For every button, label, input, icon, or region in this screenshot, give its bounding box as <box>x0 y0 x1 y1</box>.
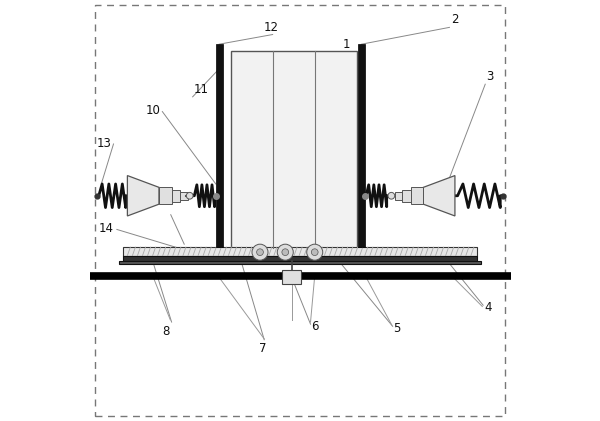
Circle shape <box>252 244 268 260</box>
Circle shape <box>388 192 395 199</box>
Text: 12: 12 <box>264 21 279 34</box>
Text: 10: 10 <box>145 104 160 117</box>
Bar <box>395 192 403 200</box>
Circle shape <box>282 249 289 256</box>
Circle shape <box>307 244 323 260</box>
Bar <box>411 187 424 204</box>
Text: 4: 4 <box>484 301 491 314</box>
Bar <box>123 247 477 256</box>
Circle shape <box>187 192 193 199</box>
Bar <box>216 44 223 247</box>
Circle shape <box>277 244 293 260</box>
Text: 13: 13 <box>97 137 112 149</box>
Text: 6: 6 <box>311 320 319 333</box>
Text: 7: 7 <box>259 342 267 355</box>
Text: 14: 14 <box>99 222 114 234</box>
Bar <box>119 261 481 264</box>
Text: 8: 8 <box>162 325 169 338</box>
Circle shape <box>257 249 263 256</box>
Bar <box>180 192 188 200</box>
Text: 11: 11 <box>194 83 209 96</box>
Bar <box>282 270 301 284</box>
Text: 1: 1 <box>343 38 350 51</box>
Circle shape <box>311 249 318 256</box>
Text: 9: 9 <box>179 246 187 259</box>
Bar <box>159 187 172 204</box>
Polygon shape <box>127 176 159 216</box>
Bar <box>403 190 411 202</box>
Polygon shape <box>424 176 455 216</box>
Bar <box>123 256 477 261</box>
Bar <box>230 51 357 248</box>
Bar <box>172 190 180 202</box>
Bar <box>358 44 365 247</box>
Text: 5: 5 <box>394 322 401 335</box>
Text: 2: 2 <box>451 13 458 26</box>
Text: 3: 3 <box>486 70 493 83</box>
